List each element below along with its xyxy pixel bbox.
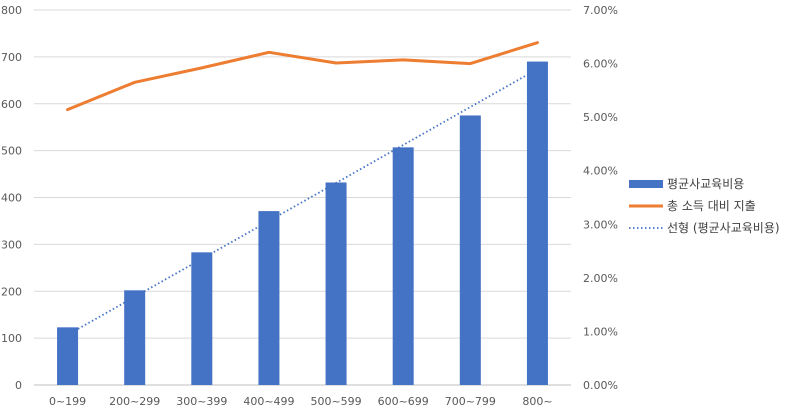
- y-tick-label: 100: [1, 332, 22, 345]
- legend-label: 총 소득 대비 지출: [667, 199, 756, 213]
- bar: [325, 182, 347, 385]
- y2-tick-label: 1.00%: [583, 325, 618, 338]
- y-axis-right: 0.00% 1.00% 2.00% 3.00% 4.00% 5.00% 6.00% 7.00%: [583, 4, 618, 392]
- y-tick-label: 700: [1, 51, 22, 64]
- line-series: [66, 41, 539, 112]
- y-tick-label: 500: [1, 145, 22, 158]
- x-tick-label: 0~199: [49, 395, 86, 408]
- y2-tick-label: 5.00%: [583, 111, 618, 124]
- x-tick-label: 400~499: [243, 395, 294, 408]
- x-tick-label: 800~: [522, 395, 552, 408]
- bar: [124, 290, 146, 385]
- gridlines: [34, 9, 571, 386]
- y-tick-label: 0: [15, 379, 22, 392]
- bar: [526, 61, 548, 385]
- y-tick-label: 800: [1, 4, 22, 17]
- series-line: [66, 41, 539, 112]
- y2-tick-label: 0.00%: [583, 379, 618, 392]
- y2-tick-label: 7.00%: [583, 4, 618, 17]
- bar: [392, 147, 414, 385]
- y-tick-label: 400: [1, 192, 22, 205]
- y-axis-left: 0 100 200 300 400 500 600 700 800: [1, 4, 22, 392]
- y2-tick-label: 6.00%: [583, 58, 618, 71]
- bar: [57, 327, 79, 385]
- x-tick-label: 200~299: [109, 395, 160, 408]
- legend-label: 선형 (평균사교육비용): [667, 221, 780, 235]
- y-tick-label: 300: [1, 238, 22, 251]
- y-tick-label: 600: [1, 98, 22, 111]
- y2-tick-label: 3.00%: [583, 218, 618, 231]
- y-tick-label: 200: [1, 285, 22, 298]
- bar: [191, 252, 213, 385]
- legend-label: 평균사교육비용: [667, 177, 744, 191]
- x-axis: 0~199 200~299 300~399 400~499 500~599 600~699…: [49, 395, 553, 408]
- x-tick-label: 500~599: [310, 395, 361, 408]
- x-tick-label: 700~799: [445, 395, 496, 408]
- legend-swatch-bar: [629, 180, 663, 188]
- x-tick-label: 600~699: [378, 395, 429, 408]
- y2-tick-label: 4.00%: [583, 165, 618, 178]
- bar: [258, 211, 280, 385]
- bar-series: [57, 61, 548, 385]
- x-tick-label: 300~399: [176, 395, 227, 408]
- bar: [459, 115, 481, 385]
- y2-tick-label: 2.00%: [583, 272, 618, 285]
